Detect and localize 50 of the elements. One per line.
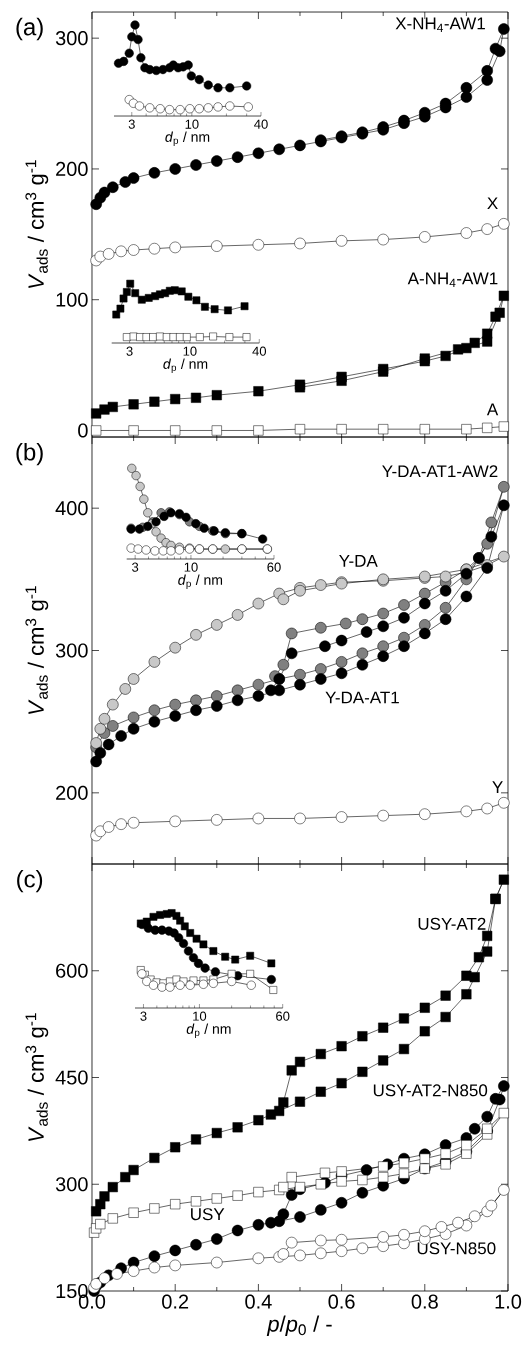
series-label: Y-DA <box>339 554 378 567</box>
y-tick-label: 0 <box>78 423 88 438</box>
x-tick-label: 60 <box>276 1011 290 1021</box>
series-label: USY-N850 <box>417 1242 496 1255</box>
y-tick-label: 200 <box>56 785 88 800</box>
x-tick-label: 1.0 <box>495 1294 522 1309</box>
x-tick-label: 40 <box>252 346 267 356</box>
chart-title: (b) <box>16 442 43 466</box>
x-tick-label: 10 <box>183 346 197 356</box>
y-tick-label: 300 <box>55 31 88 46</box>
chart-title: (c) <box>17 869 43 893</box>
x-axis-title: p/p$_{0}$ / - <box>266 1315 332 1337</box>
x-axis-title: d$_{p}$ / nm <box>178 574 223 589</box>
series-label: USY <box>191 1208 225 1221</box>
legend-label: X-NH$_{4}$-AW1 <box>395 17 485 32</box>
series-label: Y-DA-AT1 <box>325 691 399 704</box>
x-tick-label: 0.2 <box>162 1294 189 1309</box>
x-tick-label: 10 <box>184 562 198 572</box>
y-tick-label: 450 <box>55 1070 88 1085</box>
x-axis-title: d$_{p}$ / nm <box>163 358 208 373</box>
y-tick-label: 400 <box>55 501 88 516</box>
x-tick-label: 3 <box>126 346 133 356</box>
series-label: USY-AT2 <box>418 917 486 930</box>
y-axis-title: V$_{ads}$ / cm$^{3}$ g$^{-1}$ <box>25 160 49 289</box>
x-tick-label: 3 <box>140 1011 147 1021</box>
legend-label: Y <box>492 781 503 793</box>
y-axis-title: V$_{ads}$ / cm$^{3}$ g$^{-1}$ <box>25 1013 49 1142</box>
y-tick-label: 300 <box>55 1177 88 1192</box>
x-tick-label: 0.6 <box>328 1294 355 1309</box>
x-tick-label: 0.8 <box>411 1294 438 1309</box>
series-label: X <box>487 197 498 210</box>
y-tick-label: 100 <box>56 292 88 307</box>
y-tick-label: 200 <box>56 161 88 177</box>
x-tick-label: 10 <box>185 119 199 129</box>
series-label: Y-DA-AT1-AW2 <box>382 465 498 478</box>
y-axis-title: V$_{ads}$ / cm$^{3}$ g$^{-1}$ <box>25 586 49 715</box>
chart-title: (a) <box>16 17 43 41</box>
series-label: A-NH$_{4}$-AW1 <box>407 272 498 287</box>
x-tick-label: 0.4 <box>245 1294 272 1309</box>
y-tick-label: 300 <box>55 643 88 658</box>
x-tick-label: 10 <box>193 1011 207 1021</box>
series-label: USY-AT2-N850 <box>373 1084 488 1097</box>
x-tick-label: 3 <box>128 119 135 129</box>
x-tick-label: 60 <box>267 562 281 572</box>
x-axis-title: d$_{p}$ / nm <box>165 131 210 146</box>
x-tick-label: 3 <box>132 562 139 572</box>
x-axis-title: d$_{p}$ / nm <box>186 1023 231 1038</box>
series-label: A <box>486 403 499 416</box>
x-tick-label: 40 <box>254 119 268 129</box>
y-tick-label: 600 <box>56 963 88 978</box>
